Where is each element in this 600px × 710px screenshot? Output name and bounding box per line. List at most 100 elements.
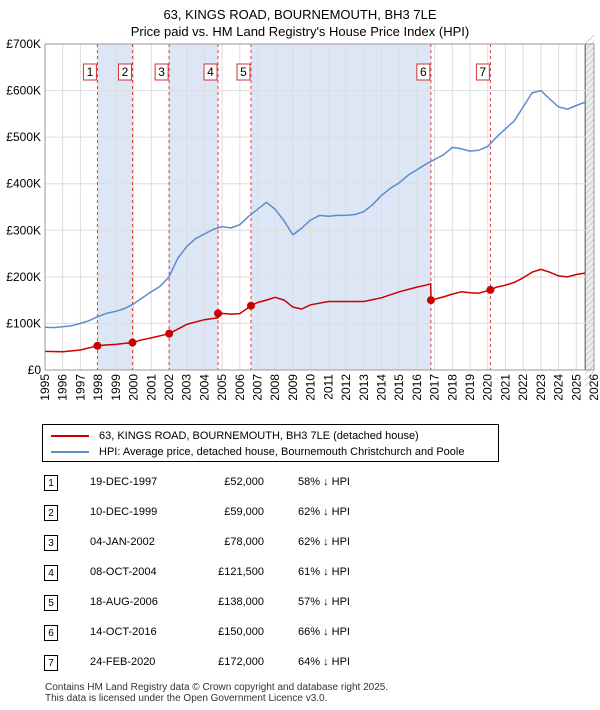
sale-shades (97, 34, 595, 387)
forecast-hatch (584, 112, 595, 123)
sale-point (426, 296, 435, 305)
sale-row: 4 08-OCT-2004 £121,500 61% ↓ HPI (42, 560, 462, 588)
forecast-hatch (584, 70, 595, 81)
sale-points (93, 285, 495, 350)
forecast-hatch (584, 376, 595, 387)
x-tick-label: 2011 (321, 374, 335, 400)
forecast-hatch (584, 298, 595, 309)
forecast-hatch (584, 94, 595, 105)
plot-frame (44, 43, 595, 371)
forecast-hatch (584, 352, 595, 363)
sale-number: 3 (44, 535, 58, 551)
y-tick-label: £600K (6, 84, 41, 98)
sale-price: £121,500 (218, 566, 264, 578)
sale-point (165, 329, 174, 338)
x-tick-label: 2003 (180, 374, 194, 401)
ownership-shade (97, 44, 133, 370)
sale-price: £138,000 (218, 596, 264, 608)
legend-property-label: 63, KINGS ROAD, BOURNEMOUTH, BH3 7LE (de… (99, 430, 419, 442)
sale-number-label: 6 (420, 65, 427, 79)
sale-price: £78,000 (224, 536, 264, 548)
forecast-hatch (584, 232, 595, 243)
x-tick-label: 2008 (268, 374, 282, 401)
sale-price: £172,000 (218, 656, 264, 668)
forecast-shade (585, 44, 594, 370)
x-tick-label: 2023 (534, 374, 548, 401)
sale-number: 5 (44, 595, 58, 611)
x-tick-label: 2000 (127, 374, 141, 401)
forecast-hatch (584, 58, 595, 69)
x-tick-label: 2026 (587, 374, 600, 401)
y-tick-label: £400K (6, 177, 41, 191)
forecast-hatch (584, 124, 595, 135)
chart-title-line2: Price paid vs. HM Land Registry's House … (130, 24, 470, 39)
sale-hpi-diff: 62% ↓ HPI (298, 536, 350, 548)
x-tick-label: 1998 (91, 374, 105, 401)
y-tick-label: £300K (6, 223, 41, 237)
forecast-hatch (584, 310, 595, 321)
property-price-line (44, 268, 586, 353)
x-tick-label: 2024 (552, 374, 566, 401)
sale-date: 14-OCT-2016 (90, 626, 157, 638)
sale-price: £52,000 (224, 476, 264, 488)
x-tick-label: 2001 (144, 374, 158, 401)
legend-item-hpi: HPI: Average price, detached house, Bour… (51, 444, 464, 460)
forecast-hatch (584, 160, 595, 171)
y-tick-label: £500K (6, 130, 41, 144)
forecast-hatch (584, 220, 595, 231)
sale-number: 4 (44, 565, 58, 581)
forecast-hatch (584, 328, 595, 339)
forecast-hatch (584, 304, 595, 315)
x-tick-label: 2017 (428, 374, 442, 401)
legend-hpi-label: HPI: Average price, detached house, Bour… (99, 446, 465, 458)
legend-item-property: 63, KINGS ROAD, BOURNEMOUTH, BH3 7LE (de… (51, 428, 419, 444)
sale-number-box (203, 63, 218, 81)
forecast-hatch (584, 322, 595, 333)
sale-number: 1 (44, 475, 58, 491)
forecast-hatch (584, 100, 595, 111)
forecast-hatch (584, 184, 595, 195)
forecast-hatch (584, 76, 595, 87)
forecast-hatch (584, 238, 595, 249)
sale-row: 7 24-FEB-2020 £172,000 64% ↓ HPI (42, 650, 462, 678)
x-tick-label: 1999 (109, 374, 123, 401)
sale-date: 19-DEC-1997 (90, 476, 158, 488)
x-tick-label: 2007 (251, 374, 265, 401)
x-tick-label: 1997 (73, 374, 87, 401)
sale-date: 08-OCT-2004 (90, 566, 157, 578)
x-tick-label: 2006 (233, 374, 247, 401)
forecast-hatch (584, 244, 595, 255)
sale-number-box (236, 63, 251, 81)
x-tick-label: 2002 (162, 374, 176, 401)
x-tick-label: 2020 (481, 374, 495, 401)
forecast-hatch (584, 136, 595, 147)
x-tick-label: 2009 (286, 374, 300, 401)
sale-row: 1 19-DEC-1997 £52,000 58% ↓ HPI (42, 470, 462, 498)
y-tick-label: £700K (6, 37, 41, 51)
legend: 63, KINGS ROAD, BOURNEMOUTH, BH3 7LE (de… (42, 424, 499, 462)
x-axis: 1995 1996 1997 1998 1999 2000 2001 2002 2003 2004… (38, 374, 600, 401)
sale-point (246, 301, 255, 310)
x-tick-label: 2019 (463, 374, 477, 401)
ownership-shade (169, 44, 219, 370)
forecast-hatch (584, 208, 595, 219)
forecast-hatch (584, 196, 595, 207)
forecast-hatch (584, 202, 595, 213)
chart-title-line1: 63, KINGS ROAD, BOURNEMOUTH, BH3 7LE (163, 7, 437, 22)
forecast-hatch (584, 64, 595, 75)
x-tick-label: 2022 (516, 374, 530, 401)
x-tick-label: 2018 (445, 374, 459, 401)
forecast-hatch (584, 250, 595, 261)
forecast-hatch (584, 118, 595, 129)
sale-number: 2 (44, 505, 58, 521)
forecast-hatch (584, 52, 595, 63)
sale-point (486, 285, 495, 294)
sale-date: 24-FEB-2020 (90, 656, 156, 668)
sale-row: 6 14-OCT-2016 £150,000 66% ↓ HPI (42, 620, 462, 648)
x-tick-label: 1996 (56, 374, 70, 401)
legend-hpi-swatch (51, 451, 89, 454)
sale-hpi-diff: 64% ↓ HPI (298, 656, 350, 668)
sale-date: 18-AUG-2006 (90, 596, 158, 608)
ownership-shade (250, 44, 431, 370)
sale-row: 3 04-JAN-2002 £78,000 62% ↓ HPI (42, 530, 462, 558)
